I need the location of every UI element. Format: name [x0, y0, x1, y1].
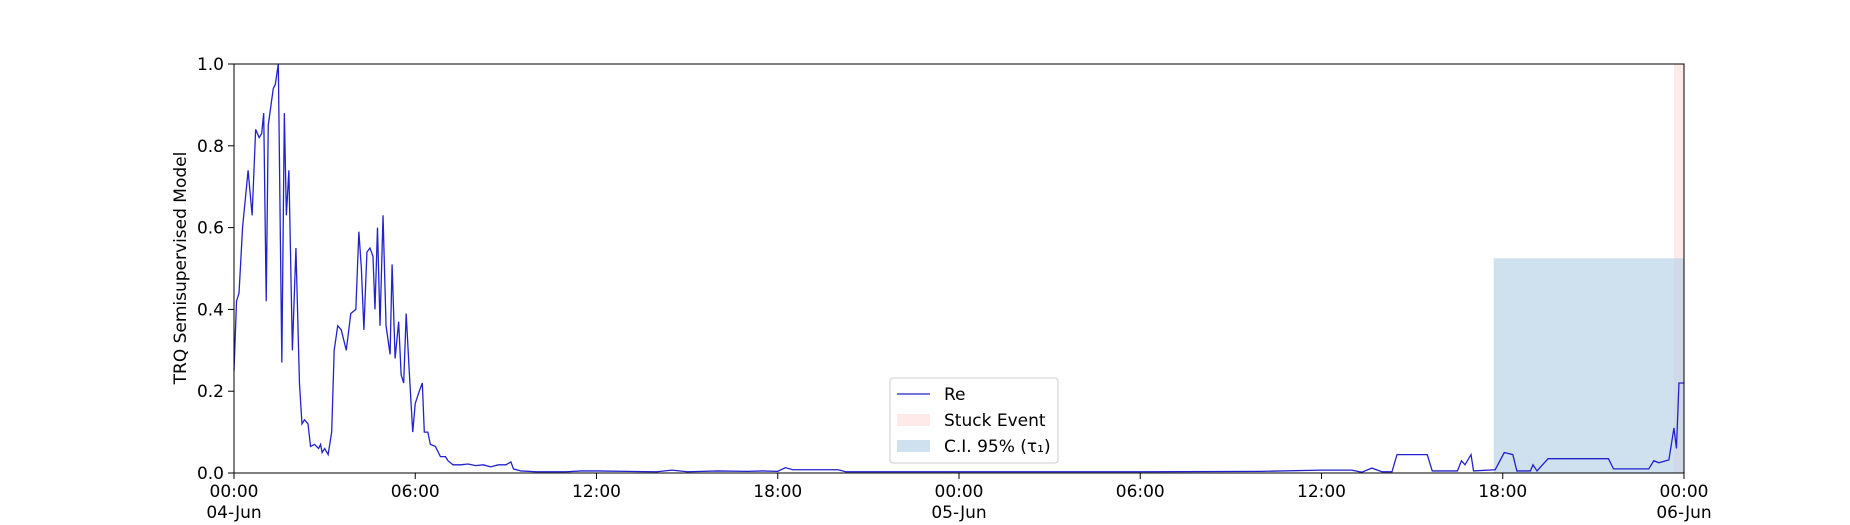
- legend-label: Re: [944, 385, 966, 405]
- legend-patch: [897, 414, 930, 426]
- x-tick-label: 00:00 06-Jun: [1656, 482, 1711, 523]
- legend-label: Stuck Event: [944, 411, 1046, 431]
- y-tick-label: 0.4: [197, 300, 224, 320]
- y-tick-label: 1.0: [197, 55, 224, 75]
- x-tick-label: 06:00: [391, 482, 440, 502]
- span: [1493, 258, 1684, 473]
- y-tick-label: 0.0: [197, 464, 224, 484]
- x-tick-label: 06:00: [1116, 482, 1165, 502]
- x-tick-label: 18:00: [1478, 482, 1527, 502]
- y-tick-label: 0.2: [197, 382, 224, 402]
- y-axis-label: TRQ Semisupervised Model: [171, 152, 191, 386]
- y-tick-label: 0.8: [197, 137, 224, 157]
- legend-patch: [897, 440, 930, 452]
- legend-box: [889, 377, 1059, 464]
- x-tick-label: 18:00: [753, 482, 802, 502]
- x-tick-label: 12:00: [572, 482, 621, 502]
- legend-label: C.I. 95% (τ₁): [944, 437, 1051, 457]
- x-tick-label: 00:00 05-Jun: [931, 482, 986, 523]
- x-tick-label: 12:00: [1297, 482, 1346, 502]
- y-tick-label: 0.6: [197, 219, 224, 239]
- data-line: [233, 63, 1684, 473]
